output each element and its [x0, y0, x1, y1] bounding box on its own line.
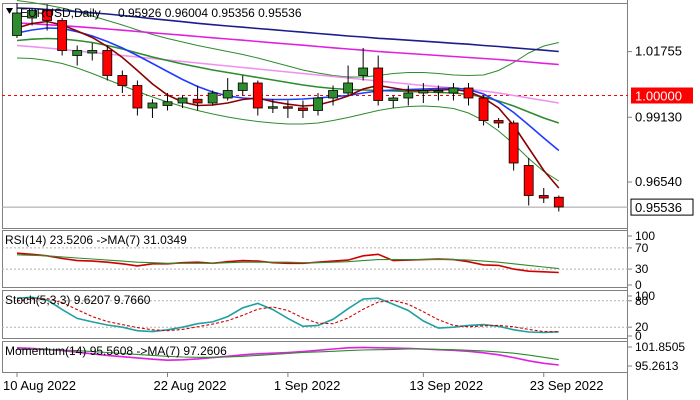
panel-tick-label: 100	[635, 229, 655, 243]
candle-body	[478, 97, 489, 121]
candle-body	[433, 90, 444, 93]
candle-body	[117, 75, 128, 86]
momentum-line-1	[16, 346, 559, 366]
price-tick-label: 0.99130	[635, 109, 682, 124]
candle-body	[373, 67, 384, 101]
date-tick-label: 13 Sep 2022	[409, 378, 483, 393]
bollinger-upper-line	[16, 0, 559, 78]
candle-body	[267, 106, 278, 109]
panel-tick-label: 20	[635, 320, 649, 334]
candlesticks	[12, 3, 564, 212]
symbol-label: EURUSD,Daily	[20, 6, 101, 20]
moving-average-line-3	[16, 44, 559, 104]
candle-body	[102, 50, 113, 76]
date-tick-label: 1 Sep 2022	[274, 378, 341, 393]
price-tick-label: 1.01755	[635, 44, 682, 59]
candle-body	[237, 82, 248, 91]
candle-body	[523, 165, 534, 196]
candle-body	[358, 67, 369, 76]
current-price-box	[630, 198, 694, 216]
date-tick-label: 10 Aug 2022	[3, 378, 76, 393]
candle-body	[147, 102, 158, 109]
candle-body	[87, 50, 98, 54]
candle-body	[132, 85, 143, 109]
candle-body	[72, 50, 83, 56]
candle-body	[192, 98, 203, 104]
panel-tick-label: 30	[635, 262, 649, 276]
momentum-label: Momentum(14) 95.5608 ->MA(7) 97.2606	[5, 344, 227, 358]
parity-level-box	[631, 87, 693, 104]
candle-body	[252, 82, 263, 109]
candle-body	[222, 90, 233, 99]
rsi-line-1	[16, 252, 559, 274]
stoch-label: Stoch(5,3,3) 9.6207 9.7660	[5, 293, 151, 307]
candle-body	[553, 196, 564, 208]
chart-frames	[2, 0, 628, 400]
panel-tick-label: 0	[635, 278, 642, 292]
panel-tick-label: 100	[635, 289, 655, 303]
candle-body	[538, 195, 549, 199]
candle-body	[57, 20, 68, 51]
panel-tick-label: 0	[635, 329, 642, 343]
rsi-line-2	[16, 254, 559, 270]
chart-header: EURUSD,Daily 0.95926 0.96004 0.95356 0.9…	[6, 6, 302, 20]
candle-body	[42, 10, 52, 21]
menu-triangle-icon[interactable]	[6, 8, 13, 14]
time-axis: 10 Aug 2022 22 Aug 2022 1 Sep 2022 13 Sep 2…	[3, 372, 603, 393]
candle-body	[388, 97, 399, 101]
candle-body	[463, 87, 474, 99]
candle-body	[328, 90, 338, 99]
rsi-label: RSI(14) 23.5206 ->MA(7) 31.0349	[5, 233, 187, 247]
current-price-label: 0.95536	[635, 200, 682, 215]
reference-lines	[2, 95, 628, 208]
date-tick-label: 22 Aug 2022	[154, 378, 227, 393]
candle-body	[403, 92, 414, 99]
candle-body	[313, 97, 323, 111]
momentum-line-2	[17, 348, 559, 361]
moving-average-line-1	[16, 7, 559, 53]
candle-body	[162, 101, 173, 106]
candle-body	[298, 107, 308, 111]
price-tick-label: 0.96540	[635, 174, 682, 189]
moving-average-line-5	[16, 27, 560, 152]
panel-tick-label: 95.2613	[635, 359, 679, 373]
candle-body	[508, 122, 519, 164]
panel-tick-label: 101.8505	[635, 340, 685, 354]
candle-body	[177, 97, 188, 104]
candle-body	[343, 82, 354, 94]
indicator-panels: RSI(14) 23.5206 ->MA(7) 31.0349 10070300S…	[2, 229, 685, 373]
parity-level-label: 1.00000	[635, 89, 682, 104]
candle-body	[27, 10, 37, 19]
date-tick-label: 23 Sep 2022	[530, 378, 604, 393]
candle-body	[12, 12, 22, 36]
moving-average-lines	[16, 0, 560, 189]
panel-tick-label: 70	[635, 241, 649, 255]
price-axis: 1.01755 0.99130 0.96540 1.00000 0.95536	[628, 44, 694, 216]
moving-average-line-2	[16, 22, 559, 66]
bollinger-lower-line	[16, 57, 560, 182]
candle-body	[418, 90, 429, 94]
stoch-line-1	[16, 296, 559, 334]
panel-tick-label: 80	[635, 294, 649, 308]
candle-body	[493, 120, 504, 124]
candle-body	[207, 92, 218, 104]
candle-body	[282, 106, 293, 109]
candle-body	[448, 87, 459, 94]
ohlc-values: 0.95926 0.96004 0.95356 0.95536	[118, 6, 302, 20]
